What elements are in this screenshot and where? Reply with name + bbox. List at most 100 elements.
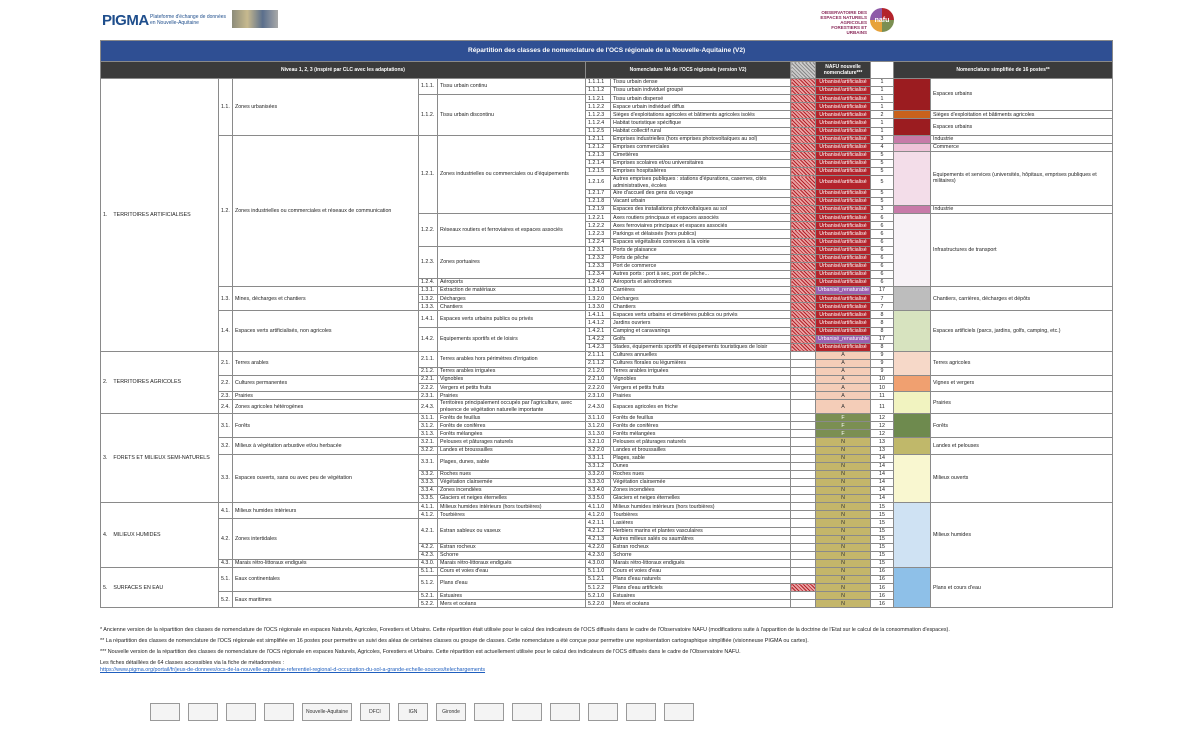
nafu-cell: Urbanisé/artificialisé [815,269,871,279]
v1-cell [790,205,816,215]
level3-label: Réseaux routiers et ferroviaires et espa… [437,213,586,247]
poste-number: 4 [870,142,894,152]
level1-label: FORETS ET MILIEUX SEMI-NATURELS [113,455,210,461]
poste-label: Milieux humides [929,502,1114,568]
level3-label: Tissu urbain discontinu [437,94,586,136]
poste-number: 13 [870,445,894,455]
n4-code: 3.3.1.1 [585,453,611,463]
table-row: 3. FORETS ET MILIEUX SEMI-NATURELS 3.1. For… [100,413,1114,504]
poste-number: 2 [870,110,894,120]
nafu-cell: N [815,461,871,471]
column-header [790,61,816,79]
logo [587,703,618,721]
n4-label: Espaces agricoles en friche [610,399,791,415]
poste-number: 12 [870,429,894,439]
nafu-cell: A [815,358,871,369]
level2-code: 2.1. [218,350,233,377]
n4-code: 1.4.1.1 [585,310,611,320]
poste-number: 3 [870,205,894,215]
n4-code: 2.3.1.0 [585,391,611,401]
n4-code: 1.2.1.3 [585,150,611,160]
nafu-cell: F [815,421,871,431]
poste-number: 6 [870,237,894,247]
level3-label: Végétation clairsemée [437,477,586,488]
level3-code: 4.1.1. [418,502,438,512]
n4-label: Tourbières [610,510,791,520]
level3-code: 1.4.1. [418,310,438,328]
poste-number: 8 [870,310,894,320]
poste-number: 6 [870,277,894,288]
poste-number: 15 [870,502,894,512]
table-row: 4.2.1.3 Autres milieux salés ou saumâtres… [101,534,1113,544]
poste-number: 14 [870,486,894,496]
table-row: 5.2.2. Mers et océans 5.2.2.0 Mers et océan… [101,599,1113,609]
poste-number: 6 [870,221,894,231]
v1-cell [790,86,816,96]
level3-code: 1.4.2. [418,326,438,352]
v1-cell [790,399,816,415]
v1-cell [790,599,816,609]
n4-label: Aéroports et aérodromes [610,277,791,288]
level3-code: 1.2.2. [418,213,438,247]
table-row: 1.2.2.4 Espaces végétalisés connexes à la… [101,237,1113,247]
nafu-cell: N [815,486,871,496]
logo: IGN [397,703,428,721]
level3-code: 1.2.3. [418,245,438,279]
nafu-cell: A [815,350,871,360]
level1-cell: 3. FORETS ET MILIEUX SEMI-NATURELS [100,413,219,504]
poste-label: Vignes et vergers [929,375,1114,393]
poste-swatch [893,213,931,288]
level2-label: Forêts [232,413,419,439]
v1-cell [790,421,816,431]
nafu-cell: Urbanisé/artificialisé [815,310,871,320]
level3-label: Marais rétro-littoraux endigués [437,558,586,568]
n4-label: Ports de plaisance [610,245,791,255]
nafu-cell: Urbanisé/artificialisé [815,261,871,271]
n4-code: 4.2.1.2 [585,526,611,536]
table-row: 2.4. Zones agricoles hétérogènes 2.4.3. Ter… [101,399,1113,415]
poste-swatch [893,205,931,215]
poste-number: 14 [870,494,894,504]
poste-number: 6 [870,269,894,279]
level3-code: 5.2.2. [418,599,438,609]
poste-label: Industrie [929,134,1114,144]
level2-label: Eaux continentales [232,566,419,593]
poste-number: 7 [870,294,894,304]
poste-number: 11 [870,391,894,401]
table-row: 1.4. Espaces verts artificialisés, non ag… [101,310,1114,352]
n4-label: Aire d'accueil des gens du voyage [610,188,791,199]
n4-code: 1.3.2.0 [585,294,611,304]
nafu-cell: Urbanisé/artificialisé [815,175,871,190]
nafu-cell: F [815,429,871,439]
v1-cell [790,237,816,247]
v1-cell [790,197,816,207]
level1-label: TERRITOIRES AGRICOLES [113,379,182,386]
level3-code: 2.1.2. [418,366,438,377]
table-row: 1.3. Mines, décharges et chantiers 1.3.1. E… [101,286,1114,312]
n4-label: Décharges [610,294,791,304]
n4-code: 2.2.1.0 [585,375,611,385]
n4-code: 1.1.2.2 [585,102,611,112]
level3-label: Milieux humides intérieurs (hors tourbiè… [437,502,586,512]
n4-code: 1.3.3.0 [585,302,611,312]
v1-cell [790,366,816,377]
level3-code: 2.2.1. [418,375,438,385]
n4-code: 5.1.2.1 [585,575,611,585]
poste-number: 17 [870,286,894,296]
n4-code: 4.1.1.0 [585,502,611,512]
n4-label: Camping et caravanings [610,326,791,336]
column-header: NAFU nouvelle nomenclature*** [815,61,871,79]
n4-code: 1.4.2.2 [585,334,611,344]
nafu-cell: Urbanisé_renaturable [815,334,871,344]
poste-label: Espaces artificiels (parcs, jardins, gol… [929,310,1114,352]
nafu-cell: N [815,591,871,601]
v1-cell [790,334,816,344]
metadata-link[interactable]: https://www.pigma.org/portail/fr/jeux-de… [100,667,486,673]
level3-label: Equipements sportifs et de loisirs [437,326,586,352]
nafu-cell: Urbanisé/artificialisé [815,245,871,255]
level2-label: Espaces verts artificialisés, non agrico… [232,310,419,352]
n4-label: Chantiers [610,302,791,312]
n4-code: 1.2.3.4 [585,269,611,279]
nafu-cell: Urbanisé_renaturable [815,286,871,296]
v1-cell [790,445,816,455]
